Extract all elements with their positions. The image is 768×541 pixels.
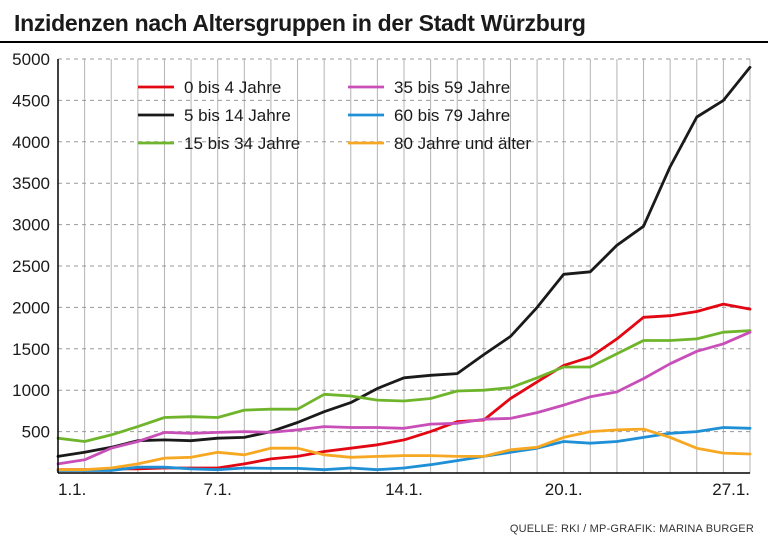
svg-text:20.1.: 20.1. xyxy=(545,480,583,499)
chart-title: Inzidenzen nach Altersgruppen in der Sta… xyxy=(0,0,768,41)
svg-text:2500: 2500 xyxy=(12,257,50,276)
svg-text:4500: 4500 xyxy=(12,91,50,110)
svg-text:4000: 4000 xyxy=(12,133,50,152)
svg-text:1.1.: 1.1. xyxy=(58,480,86,499)
line-chart-svg: 500 1000 1500 2000 2500 3000 3500 4000 4500 5000 1… xyxy=(0,47,768,507)
legend-item-s0: 0 bis 4 Jahre xyxy=(184,78,281,97)
svg-text:3000: 3000 xyxy=(12,216,50,235)
legend-item-s2: 15 bis 34 Jahre xyxy=(184,134,300,153)
legend-item-s5: 80 Jahre und älter xyxy=(394,134,531,153)
svg-text:2000: 2000 xyxy=(12,298,50,317)
chart-area: 500 1000 1500 2000 2500 3000 3500 4000 4500 5000 1… xyxy=(0,47,768,507)
legend-item-s4: 60 bis 79 Jahre xyxy=(394,106,510,125)
chart-container: Inzidenzen nach Altersgruppen in der Sta… xyxy=(0,0,768,541)
title-rule xyxy=(0,41,768,43)
svg-text:3500: 3500 xyxy=(12,174,50,193)
svg-text:1500: 1500 xyxy=(12,340,50,359)
svg-text:5000: 5000 xyxy=(12,50,50,69)
svg-text:1000: 1000 xyxy=(12,381,50,400)
source-credit: QUELLE: RKI / MP-GRAFIK: MARINA BURGER xyxy=(510,523,754,535)
svg-text:14.1.: 14.1. xyxy=(385,480,423,499)
svg-text:500: 500 xyxy=(22,423,50,442)
svg-text:27.1.: 27.1. xyxy=(712,480,750,499)
legend-item-s3: 35 bis 59 Jahre xyxy=(394,78,510,97)
svg-text:7.1.: 7.1. xyxy=(204,480,232,499)
legend-item-s1: 5 bis 14 Jahre xyxy=(184,106,291,125)
